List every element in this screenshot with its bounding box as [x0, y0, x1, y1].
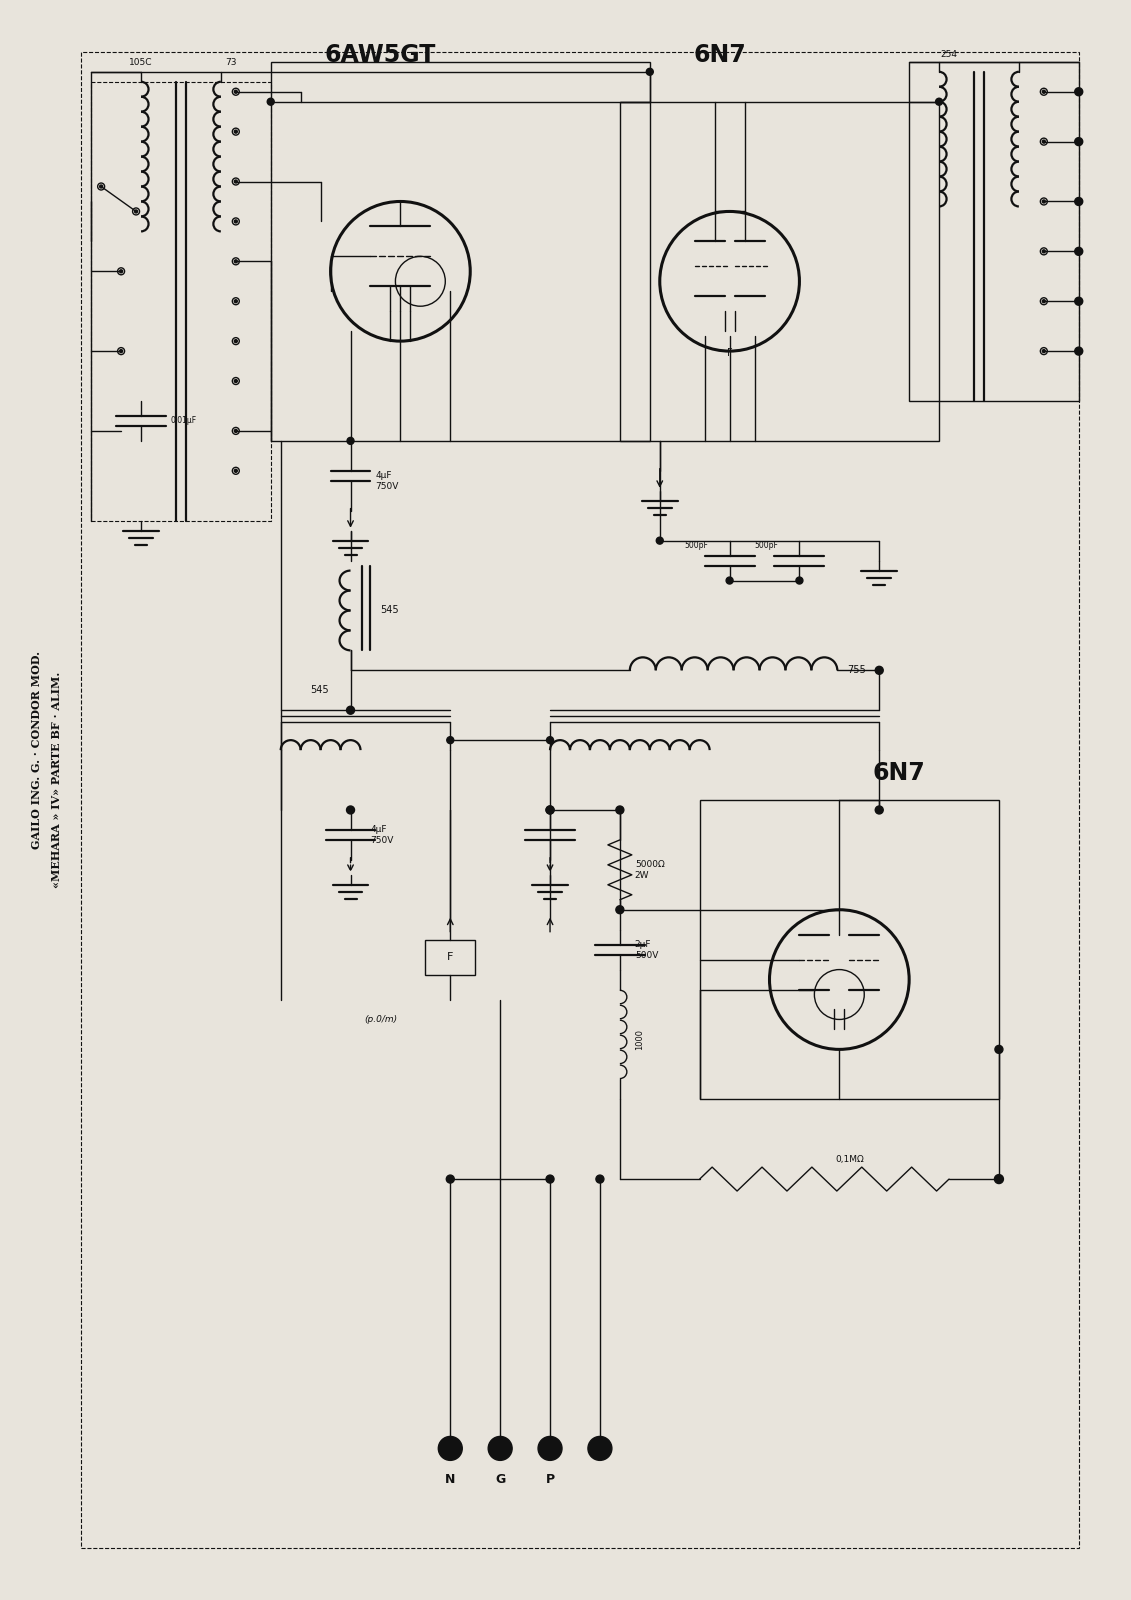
Bar — [425, 939, 475, 974]
Circle shape — [1043, 90, 1045, 93]
Circle shape — [796, 578, 803, 584]
Text: 500pF: 500pF — [754, 541, 778, 550]
Circle shape — [1074, 138, 1082, 146]
Circle shape — [546, 1174, 554, 1182]
Bar — [620, 102, 939, 442]
Circle shape — [616, 906, 624, 914]
Circle shape — [994, 1174, 1003, 1184]
Circle shape — [447, 1174, 455, 1182]
Text: 254: 254 — [941, 50, 958, 59]
Circle shape — [346, 806, 354, 814]
Text: 755: 755 — [847, 666, 866, 675]
Text: 6N7: 6N7 — [873, 762, 925, 786]
Circle shape — [616, 806, 624, 814]
Circle shape — [135, 210, 138, 213]
Bar — [700, 800, 999, 1099]
Text: «MEHARA » IV» PARTE BF · ALIM.: «MEHARA » IV» PARTE BF · ALIM. — [51, 672, 62, 888]
Text: 0,01μF: 0,01μF — [171, 416, 197, 426]
Circle shape — [120, 350, 122, 352]
Circle shape — [234, 379, 238, 382]
Circle shape — [234, 219, 238, 222]
Text: 500pF: 500pF — [684, 541, 709, 550]
Text: 6N7: 6N7 — [693, 43, 746, 67]
Text: (p.0/m): (p.0/m) — [364, 1014, 397, 1024]
Circle shape — [935, 98, 942, 106]
Text: 5000Ω
2W: 5000Ω 2W — [634, 859, 665, 880]
Circle shape — [588, 1437, 612, 1461]
Circle shape — [234, 90, 238, 93]
Circle shape — [1074, 248, 1082, 256]
Bar — [909, 62, 1079, 402]
Circle shape — [1043, 250, 1045, 253]
Text: 105C: 105C — [129, 58, 153, 67]
Text: GAILO ING. G. · CONDOR MOD.: GAILO ING. G. · CONDOR MOD. — [31, 651, 42, 850]
Circle shape — [646, 69, 654, 75]
Circle shape — [538, 1437, 562, 1461]
Circle shape — [120, 270, 122, 272]
Circle shape — [1043, 299, 1045, 302]
Circle shape — [875, 666, 883, 674]
Text: P: P — [545, 1474, 554, 1486]
Circle shape — [656, 538, 663, 544]
Circle shape — [489, 1437, 512, 1461]
Circle shape — [346, 706, 354, 714]
Circle shape — [596, 1174, 604, 1182]
Text: 4μF
750V: 4μF 750V — [371, 826, 394, 845]
Circle shape — [100, 186, 103, 189]
Circle shape — [234, 181, 238, 182]
Bar — [81, 51, 1079, 1549]
Text: 545: 545 — [311, 685, 329, 696]
Text: 2μF
500V: 2μF 500V — [634, 939, 658, 960]
Circle shape — [546, 736, 553, 744]
Circle shape — [1043, 141, 1045, 142]
Text: 73: 73 — [225, 58, 236, 67]
Circle shape — [347, 437, 354, 445]
Text: 0,1MΩ: 0,1MΩ — [835, 1155, 864, 1165]
Circle shape — [267, 98, 274, 106]
Text: F: F — [447, 952, 454, 962]
Text: 1000: 1000 — [634, 1029, 644, 1050]
Circle shape — [995, 1045, 1003, 1053]
Text: 6AW5GT: 6AW5GT — [325, 43, 437, 67]
Circle shape — [447, 736, 454, 744]
Circle shape — [1074, 298, 1082, 306]
Circle shape — [1074, 197, 1082, 205]
Circle shape — [234, 339, 238, 342]
Circle shape — [1043, 200, 1045, 203]
Bar — [270, 62, 650, 442]
Text: F: F — [727, 349, 733, 358]
Circle shape — [234, 429, 238, 432]
Circle shape — [234, 469, 238, 472]
Text: G: G — [495, 1474, 506, 1486]
Circle shape — [546, 806, 554, 814]
Circle shape — [439, 1437, 463, 1461]
Text: 545: 545 — [380, 605, 399, 616]
Circle shape — [234, 299, 238, 302]
Circle shape — [234, 259, 238, 262]
Bar — [92, 82, 270, 520]
Circle shape — [1074, 347, 1082, 355]
Text: N: N — [446, 1474, 456, 1486]
Text: 4μF
750V: 4μF 750V — [375, 470, 399, 491]
Circle shape — [234, 130, 238, 133]
Circle shape — [546, 806, 554, 814]
Circle shape — [726, 578, 733, 584]
Circle shape — [1074, 88, 1082, 96]
Circle shape — [1043, 350, 1045, 352]
Circle shape — [875, 806, 883, 814]
